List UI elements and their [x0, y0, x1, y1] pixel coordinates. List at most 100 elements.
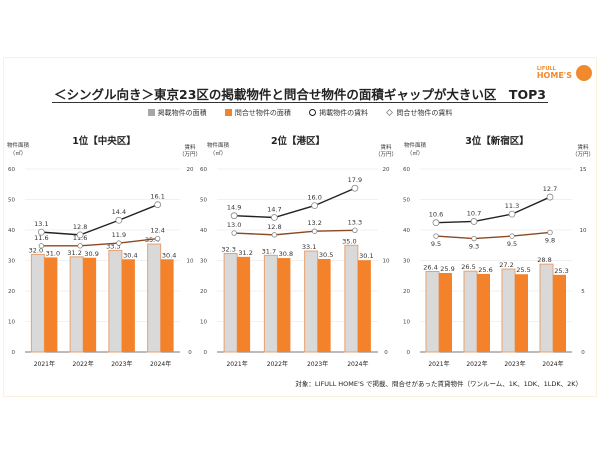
data-label-inquiry-rent: 12.4	[150, 227, 164, 235]
y2-tick-label: 5	[581, 289, 585, 295]
data-label-inquiry-rent: 12.8	[267, 223, 281, 231]
bar-inquiry-area	[515, 274, 528, 352]
bar-inquiry-area	[357, 260, 371, 352]
bar-listed-area	[425, 270, 440, 353]
bar-listed-area	[304, 250, 319, 353]
line-inquiry-rent	[234, 229, 355, 236]
bar-inquiry-area	[277, 258, 291, 352]
y2-axis-unit: （万円）	[179, 151, 201, 158]
data-label-inquiry-area: 30.5	[319, 251, 333, 259]
data-label-inquiry-rent: 9.5	[431, 240, 441, 248]
data-label-listed-rent: 16.0	[307, 194, 321, 202]
page-title: ＜シングル向き＞東京23区の掲載物件と問合せ物件の面積ギャップが大きい区 TOP…	[52, 87, 548, 103]
square-icon	[147, 109, 155, 116]
marker-inquiry-rent	[116, 240, 122, 246]
data-label-listed-area: 33.1	[302, 243, 316, 251]
bar-listed-area	[223, 252, 238, 353]
data-label-listed-rent: 17.9	[348, 176, 362, 184]
y-axis-unit: （㎡）	[210, 149, 227, 157]
y2-tick-label: 0	[581, 350, 585, 356]
data-label-inquiry-area: 30.9	[84, 250, 98, 258]
y-axis-unit: （㎡）	[407, 149, 424, 157]
data-label-listed-area: 33.3	[106, 242, 120, 250]
data-label-inquiry-area: 25.3	[554, 267, 568, 275]
y2-axis-title: 賃料	[184, 143, 196, 151]
marker-inquiry-rent	[471, 235, 477, 242]
logo-top-text: LIFULL	[536, 66, 556, 72]
marker-listed-rent	[37, 228, 45, 236]
bar-listed-area	[463, 270, 478, 353]
data-label-listed-rent: 14.7	[267, 205, 281, 213]
marker-inquiry-rent	[38, 243, 45, 249]
legend-inquiry-area: 問合せ物件の面積	[224, 108, 291, 118]
y-tick-label: 60	[8, 167, 15, 173]
y-tick-label: 20	[8, 289, 15, 295]
bar-inquiry-area	[477, 273, 490, 352]
y2-axis-unit: （万円）	[572, 151, 594, 158]
y2-tick-label: 10	[580, 228, 587, 234]
bar-inquiry-area	[160, 259, 174, 352]
y-tick-label: 40	[8, 228, 15, 234]
chart-title: 1位【中央区】	[72, 135, 136, 147]
data-label-listed-area: 32.3	[221, 245, 235, 253]
y2-axis-title: 賃料	[577, 143, 589, 151]
data-label-inquiry-rent: 9.8	[545, 236, 555, 244]
y-tick-label: 50	[403, 198, 410, 204]
bar-inquiry-area	[121, 259, 135, 352]
line-inquiry-rent	[435, 231, 551, 240]
y-tick-label: 50	[8, 198, 15, 204]
data-label-listed-rent: 12.7	[543, 185, 557, 193]
data-label-inquiry-rent: 13.2	[307, 219, 321, 227]
y-axis-title: 物件面積	[7, 141, 30, 149]
line-listed-rent	[435, 196, 551, 224]
marker-inquiry-rent	[352, 227, 358, 234]
bar-listed-area	[501, 268, 516, 353]
data-label-listed-rent: 10.7	[467, 209, 481, 217]
data-label-inquiry-rent: 13.0	[227, 221, 241, 229]
data-label-listed-area: 35.0	[342, 237, 356, 245]
x-tick-label: 2021年	[428, 360, 449, 368]
legend-listed-area: 掲載物件の面積	[147, 108, 207, 118]
marker-listed-rent	[154, 201, 162, 209]
data-label-inquiry-area: 30.4	[162, 251, 176, 259]
y-tick-label: 20	[200, 289, 207, 295]
y-axis-title: 物件面積	[404, 141, 427, 149]
marker-inquiry-rent	[231, 230, 237, 236]
y-tick-label: 40	[200, 228, 207, 234]
data-label-inquiry-rent: 9.5	[507, 240, 517, 248]
data-label-listed-area: 31.2	[67, 249, 81, 257]
data-label-inquiry-area: 30.1	[359, 252, 373, 260]
marker-inquiry-rent	[154, 235, 161, 242]
data-label-inquiry-area: 31.2	[238, 249, 252, 257]
x-tick-label: 2022年	[267, 360, 288, 368]
data-label-inquiry-area: 30.8	[279, 250, 293, 258]
data-label-inquiry-area: 25.9	[440, 265, 454, 273]
y-axis-unit: （㎡）	[10, 149, 27, 157]
marker-listed-rent	[432, 219, 440, 227]
bar-inquiry-area	[553, 274, 566, 352]
x-tick-label: 2021年	[34, 360, 55, 368]
bar-inquiry-area	[237, 256, 251, 352]
line-inquiry-rent	[41, 237, 158, 247]
y2-tick-label: 20	[383, 167, 390, 173]
bar-listed-area	[539, 263, 554, 353]
y-tick-label: 10	[403, 320, 410, 326]
bar-listed-area	[108, 249, 123, 353]
y-tick-label: 0	[12, 350, 16, 356]
data-label-inquiry-area: 31.0	[46, 249, 60, 257]
bar-inquiry-area	[439, 273, 452, 352]
data-label-listed-area: 31.7	[262, 247, 276, 255]
circle-icon	[309, 109, 317, 116]
marker-inquiry-rent	[311, 228, 318, 234]
data-label-listed-rent: 14.9	[227, 204, 241, 212]
y-tick-label: 20	[403, 289, 410, 295]
y-tick-label: 0	[407, 350, 411, 356]
data-label-listed-area: 35.4	[145, 236, 159, 244]
bar-inquiry-area	[83, 257, 97, 352]
bar-listed-area	[263, 254, 278, 353]
bar-listed-area	[344, 244, 359, 353]
y-tick-label: 30	[8, 259, 15, 265]
marker-listed-rent	[270, 214, 278, 221]
marker-listed-rent	[546, 193, 554, 201]
